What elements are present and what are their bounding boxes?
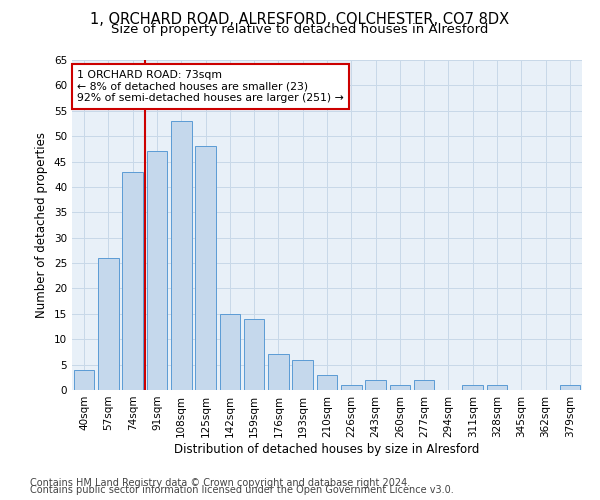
Text: 1, ORCHARD ROAD, ALRESFORD, COLCHESTER, CO7 8DX: 1, ORCHARD ROAD, ALRESFORD, COLCHESTER, … xyxy=(91,12,509,28)
Bar xyxy=(122,172,143,390)
Bar xyxy=(171,121,191,390)
Bar xyxy=(560,385,580,390)
Bar xyxy=(74,370,94,390)
X-axis label: Distribution of detached houses by size in Alresford: Distribution of detached houses by size … xyxy=(175,442,479,456)
Text: Contains public sector information licensed under the Open Government Licence v3: Contains public sector information licen… xyxy=(30,485,454,495)
Bar xyxy=(414,380,434,390)
Bar xyxy=(463,385,483,390)
Y-axis label: Number of detached properties: Number of detached properties xyxy=(35,132,49,318)
Bar xyxy=(244,319,265,390)
Text: 1 ORCHARD ROAD: 73sqm
← 8% of detached houses are smaller (23)
92% of semi-detac: 1 ORCHARD ROAD: 73sqm ← 8% of detached h… xyxy=(77,70,344,103)
Bar xyxy=(341,385,362,390)
Text: Contains HM Land Registry data © Crown copyright and database right 2024.: Contains HM Land Registry data © Crown c… xyxy=(30,478,410,488)
Bar xyxy=(268,354,289,390)
Bar xyxy=(487,385,508,390)
Bar xyxy=(220,314,240,390)
Bar xyxy=(98,258,119,390)
Bar xyxy=(389,385,410,390)
Bar xyxy=(195,146,216,390)
Text: Size of property relative to detached houses in Alresford: Size of property relative to detached ho… xyxy=(112,22,488,36)
Bar xyxy=(292,360,313,390)
Bar xyxy=(317,375,337,390)
Bar xyxy=(365,380,386,390)
Bar xyxy=(146,152,167,390)
